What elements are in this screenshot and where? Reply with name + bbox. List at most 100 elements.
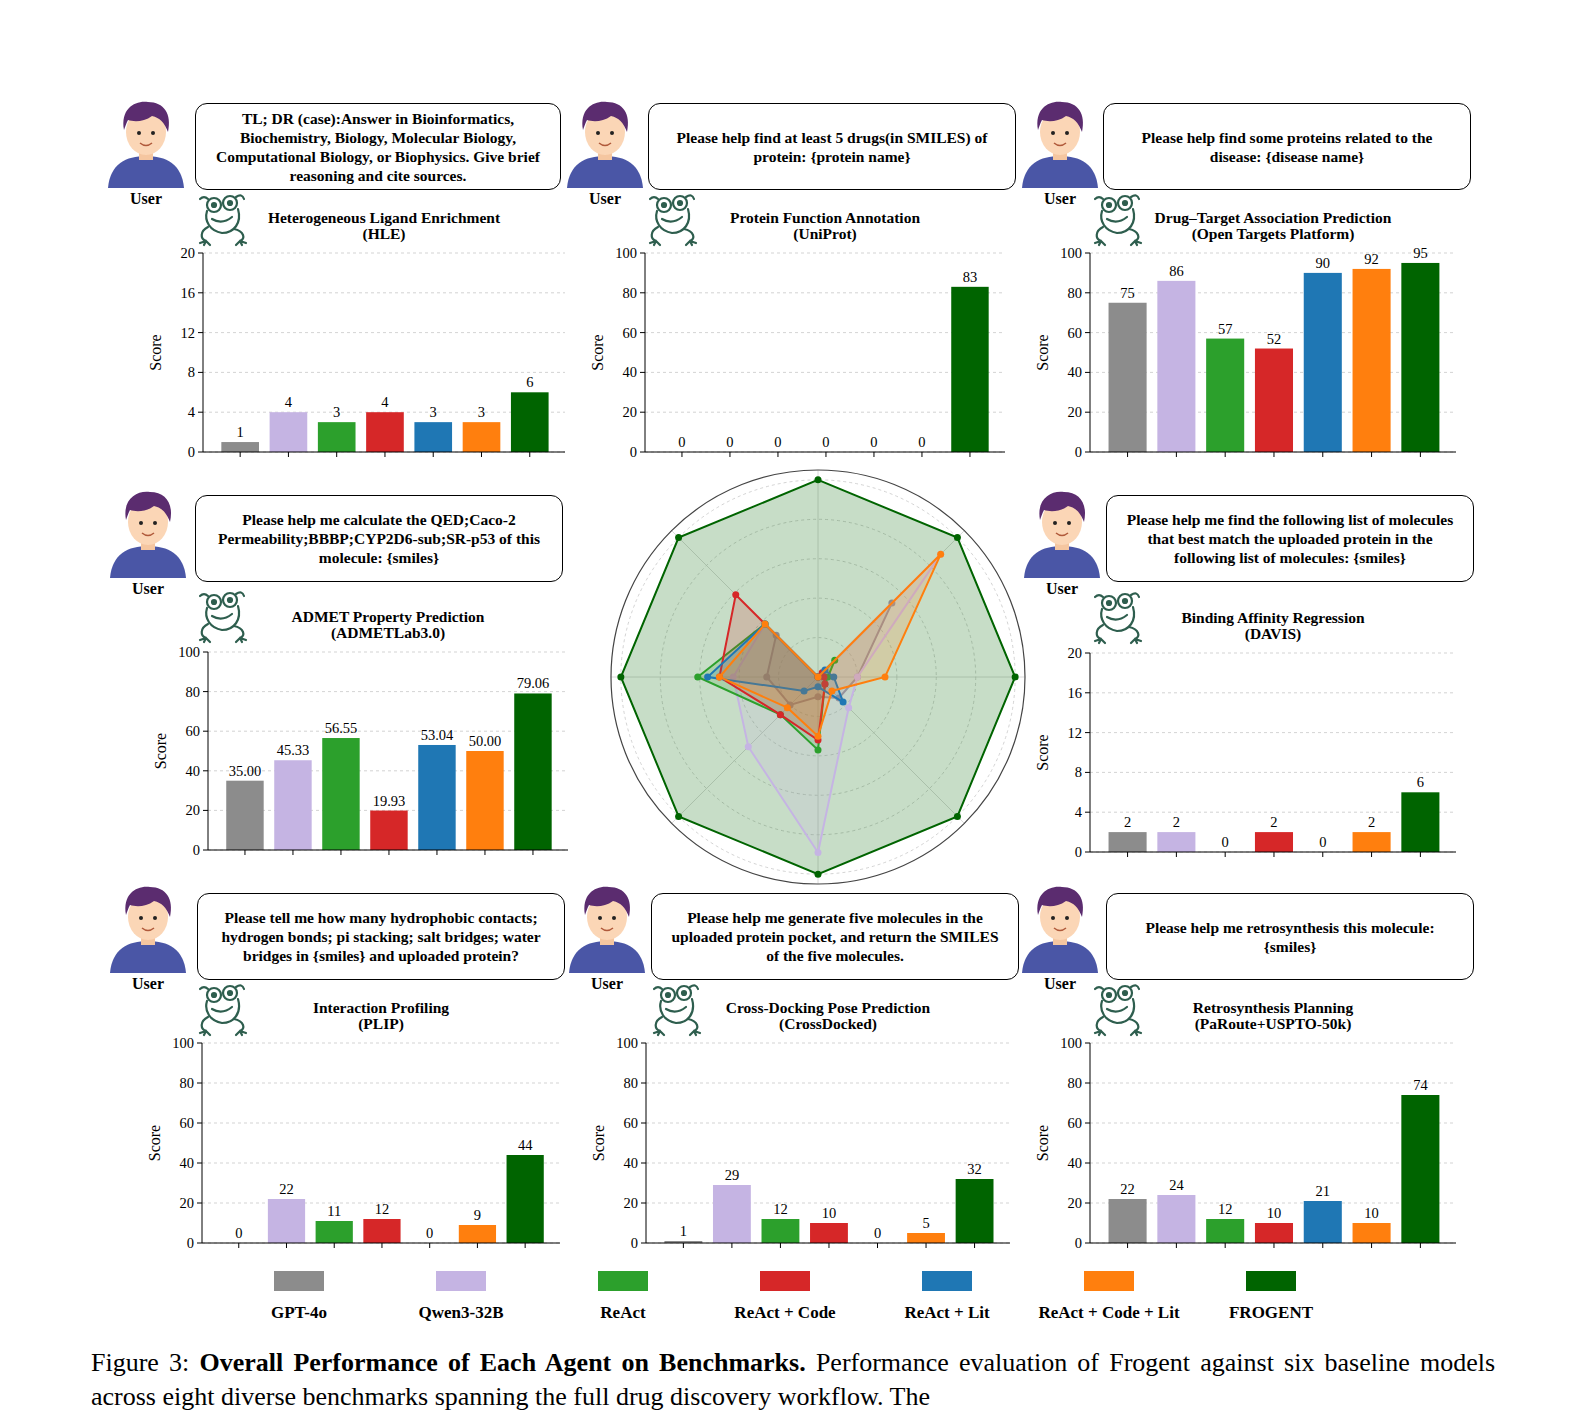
- data-label: 6: [1417, 774, 1424, 790]
- x-tick: [1420, 452, 1421, 457]
- y-axis-title: Score: [147, 334, 164, 370]
- frog-leg: [1095, 227, 1105, 245]
- x-tick: [1225, 852, 1226, 857]
- y-tick: [640, 292, 645, 293]
- y-tick-label: 60: [186, 723, 201, 739]
- bar: [1206, 339, 1244, 452]
- data-label: 90: [1316, 255, 1331, 271]
- x-tick: [433, 452, 434, 457]
- y-tick-label: 0: [1075, 444, 1082, 460]
- grid-line: [203, 452, 565, 453]
- radar-point: [762, 621, 769, 628]
- bar: [1304, 273, 1342, 452]
- radar-point: [815, 849, 822, 856]
- data-label: 2: [1368, 814, 1375, 830]
- y-tick-label: 40: [1068, 364, 1083, 380]
- x-tick: [481, 452, 482, 457]
- frog-eye: [1102, 596, 1116, 610]
- x-tick: [1273, 452, 1274, 457]
- y-tick: [1085, 292, 1090, 293]
- frog-icon: [1095, 985, 1141, 1035]
- y-axis-line: [203, 253, 204, 452]
- data-label: 35.00: [229, 763, 262, 779]
- panel-title: Interaction Profiling: [313, 999, 449, 1016]
- grid-line: [645, 253, 1005, 254]
- frog-pupil: [1123, 991, 1127, 995]
- data-label: 56.55: [325, 720, 358, 736]
- radar-point: [815, 674, 822, 681]
- y-tick-label: 100: [172, 1035, 194, 1051]
- x-tick: [1127, 1243, 1128, 1248]
- y-tick-label: 20: [186, 802, 201, 818]
- radar-point: [762, 621, 769, 628]
- y-tick-label: 20: [623, 404, 638, 420]
- avatar-hair: [1037, 102, 1083, 132]
- y-tick: [197, 1123, 202, 1124]
- frog-mouth: [666, 1007, 686, 1012]
- frog-crown: [200, 195, 244, 199]
- data-label: 2: [1173, 814, 1180, 830]
- data-label: 95: [1413, 245, 1428, 261]
- grid-line: [1090, 1083, 1456, 1084]
- x-tick: [244, 850, 245, 855]
- y-tick-label: 4: [1075, 804, 1083, 820]
- frog-crown: [1095, 195, 1139, 199]
- y-tick-label: 16: [1068, 685, 1083, 701]
- y-tick: [1085, 812, 1090, 813]
- y-tick-label: 40: [623, 364, 638, 380]
- bar: [907, 1233, 945, 1243]
- y-tick: [640, 452, 645, 453]
- data-label: 45.33: [277, 742, 310, 758]
- user-avatar: User: [567, 102, 643, 207]
- radar-point: [815, 674, 822, 681]
- caption-title: Overall Performance of Each Agent on Ben…: [199, 1348, 805, 1377]
- frog-pupil: [666, 993, 670, 997]
- bar: [363, 1219, 400, 1243]
- panel-title: Binding Affinity Regression: [1181, 609, 1365, 626]
- frog-pupil: [228, 991, 232, 995]
- frog-pupil: [662, 203, 666, 207]
- data-label: 4: [285, 394, 293, 410]
- radar-point: [694, 674, 701, 681]
- x-tick: [436, 850, 437, 855]
- avatar-eye: [1053, 521, 1057, 525]
- panel-subtitle: (PLIP): [358, 1015, 404, 1033]
- frog-pupil: [1123, 201, 1127, 205]
- x-tick: [529, 452, 530, 457]
- avatar-mouth: [142, 928, 154, 931]
- y-tick-label: 80: [624, 1075, 639, 1091]
- grid-line: [203, 292, 565, 293]
- x-axis-line: [203, 452, 565, 453]
- y-tick: [640, 372, 645, 373]
- data-label: 44: [518, 1137, 533, 1153]
- y-tick-label: 8: [1075, 764, 1082, 780]
- frog-mouth: [212, 614, 232, 619]
- y-tick-label: 60: [1068, 1115, 1083, 1131]
- y-tick-label: 60: [180, 1115, 195, 1131]
- y-tick: [198, 372, 203, 373]
- radar-point: [617, 674, 624, 681]
- avatar-eye: [1065, 916, 1069, 920]
- bar: [1353, 832, 1391, 852]
- grid-line: [646, 1163, 1010, 1164]
- x-tick: [1322, 1243, 1323, 1248]
- x-tick: [969, 452, 970, 457]
- radar-point: [882, 674, 889, 681]
- bars: [1109, 792, 1440, 852]
- radar-area: [719, 554, 940, 736]
- x-axis-line: [208, 850, 568, 851]
- bar: [1255, 832, 1293, 852]
- y-tick: [1085, 692, 1090, 693]
- x-tick: [525, 1243, 526, 1248]
- grid-line: [203, 372, 565, 373]
- avatar-shirt: [1024, 546, 1100, 578]
- user-label: User: [1046, 580, 1078, 597]
- radar-outline: [611, 470, 1025, 884]
- x-tick: [926, 1243, 927, 1248]
- grid-line: [1090, 1043, 1456, 1044]
- panel-title: Cross-Docking Pose Prediction: [726, 999, 931, 1016]
- radar-point: [1012, 674, 1019, 681]
- x-tick: [1273, 1243, 1274, 1248]
- x-tick: [1371, 1243, 1372, 1248]
- bar: [1255, 349, 1293, 452]
